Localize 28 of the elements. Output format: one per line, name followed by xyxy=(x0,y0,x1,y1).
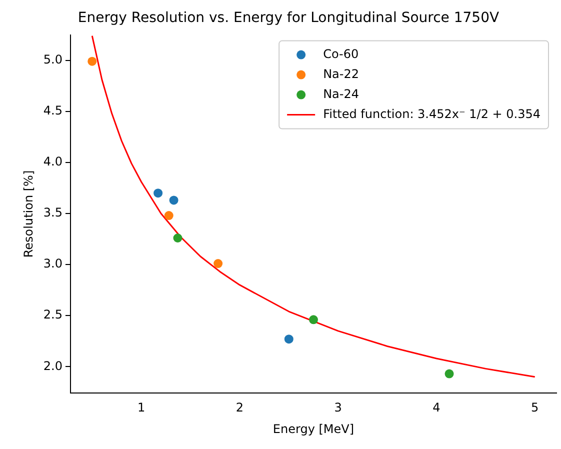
y-tick-label: 4.0 xyxy=(43,154,62,169)
legend-label: Fitted function: 3.452x⁻ 1/2 + 0.354 xyxy=(323,106,541,121)
point xyxy=(164,211,174,220)
y-tick-label: 3.0 xyxy=(43,256,62,271)
x-tick-label: 1 xyxy=(138,400,146,415)
y-tick-label: 3.5 xyxy=(43,206,62,220)
point xyxy=(444,369,454,378)
y-tick-label: 2.0 xyxy=(43,358,62,373)
y-tick-label: 5.0 xyxy=(43,52,62,66)
x-tick-label: 4 xyxy=(432,400,440,415)
point xyxy=(173,233,182,242)
legend-label: Na-24 xyxy=(323,86,360,101)
y-tick-label: 4.5 xyxy=(43,104,62,118)
legend-label: Co-60 xyxy=(323,46,359,61)
x-tick-label: 2 xyxy=(236,400,244,415)
legend-label: Na-22 xyxy=(323,66,360,81)
point xyxy=(88,56,97,66)
chart-title: Energy Resolution vs. Energy for Longitudinal Source 1750V xyxy=(78,10,500,26)
point xyxy=(214,259,223,268)
point xyxy=(308,315,318,324)
y-tick-label: 2.5 xyxy=(43,308,62,322)
x-axis-title: Energy [MeV] xyxy=(272,422,354,436)
point xyxy=(284,334,294,344)
x-tick-label: 3 xyxy=(334,400,342,415)
x-tick-label: 5 xyxy=(531,400,539,415)
point xyxy=(154,188,163,198)
y-axis-title: Resolution [%] xyxy=(21,170,36,258)
point xyxy=(169,196,178,205)
